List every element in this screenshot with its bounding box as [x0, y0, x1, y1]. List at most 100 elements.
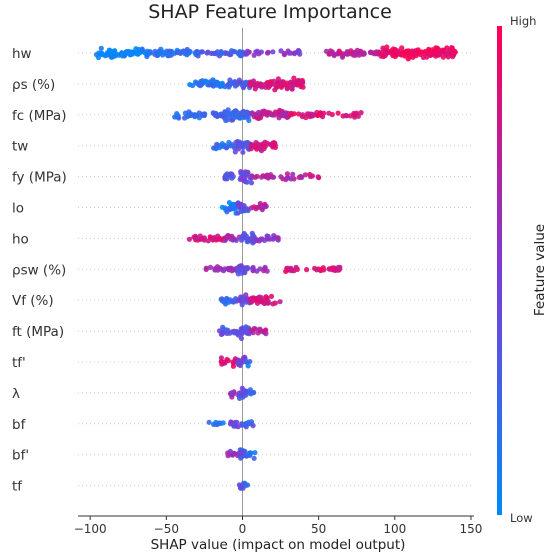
- swarm-point: [256, 238, 262, 244]
- swarm-point: [251, 204, 257, 210]
- swarm-point: [360, 51, 366, 57]
- swarm-point: [252, 450, 258, 456]
- swarm-point: [220, 420, 226, 426]
- swarm-point: [223, 172, 229, 178]
- feature-label: hw: [12, 46, 32, 62]
- swarm-point: [240, 149, 246, 155]
- swarm-point: [257, 266, 263, 272]
- swarm-point: [239, 170, 245, 176]
- swarm-point: [187, 82, 193, 88]
- swarm-point: [248, 327, 255, 333]
- feature-row: bf: [12, 417, 474, 433]
- swarm-point: [230, 201, 237, 207]
- swarm-point: [246, 419, 252, 425]
- swarm-point: [210, 77, 216, 83]
- x-tick-label: −100: [74, 522, 107, 536]
- swarm-point: [226, 84, 232, 90]
- feature-label: ft (MPa): [12, 324, 64, 340]
- swarm-point: [270, 49, 276, 55]
- feature-row: tf: [12, 479, 474, 495]
- swarm-point: [230, 363, 236, 369]
- swarm-point: [203, 266, 209, 272]
- swarm-point: [240, 235, 246, 241]
- swarm-point: [291, 75, 297, 81]
- swarm-point: [299, 79, 305, 85]
- swarm-point: [244, 327, 250, 333]
- swarm-point: [199, 81, 205, 87]
- swarm-point: [222, 142, 228, 148]
- feature-label: fc (MPa): [12, 108, 66, 124]
- swarm-point: [228, 111, 234, 117]
- swarm-point: [224, 356, 230, 363]
- swarm-point: [242, 270, 248, 276]
- swarm-point: [339, 53, 346, 59]
- colorbar-title: Feature value: [532, 224, 548, 316]
- swarm-point: [199, 49, 205, 55]
- swarm-point: [343, 113, 350, 119]
- swarm-point: [290, 171, 296, 177]
- swarm-point: [444, 50, 450, 57]
- swarm-point: [239, 176, 245, 182]
- swarm-point: [375, 50, 381, 56]
- swarm-point: [229, 171, 235, 177]
- swarm-point: [227, 206, 233, 212]
- swarm-point: [196, 110, 202, 116]
- swarm-point: [247, 83, 254, 89]
- swarm-point: [245, 236, 251, 242]
- x-tick-label: 50: [311, 522, 326, 536]
- plot-area: hw ρs (%) fc (MPa) tw fy (MPa) lo ho ρsw (%) Vf …: [12, 28, 474, 516]
- feature-row: fy (MPa): [12, 169, 474, 186]
- swarm-point: [230, 359, 236, 365]
- swarm-point: [225, 266, 232, 272]
- feature-row: hw: [12, 44, 474, 62]
- swarm-point: [250, 423, 256, 429]
- swarm-point: [228, 80, 234, 86]
- swarm-point: [201, 237, 207, 243]
- swarm-point: [223, 301, 229, 307]
- swarm-point: [268, 79, 274, 85]
- chart-title: SHAP Feature Importance: [148, 1, 392, 23]
- swarm-point: [400, 49, 406, 55]
- feature-row: λ: [12, 385, 474, 402]
- swarm-point: [98, 45, 104, 52]
- swarm-point: [180, 49, 186, 55]
- swarm-point: [231, 299, 237, 305]
- swarm-point: [302, 172, 308, 178]
- swarm-point: [243, 358, 249, 364]
- swarm-point: [248, 180, 255, 186]
- swarm-point: [218, 266, 224, 272]
- swarm-point: [202, 111, 208, 117]
- swarm-point: [358, 110, 364, 116]
- feature-row: ho: [12, 230, 474, 247]
- swarm-point: [315, 112, 321, 118]
- swarm-point: [207, 264, 213, 270]
- swarm-point: [240, 295, 246, 301]
- swarm-point: [193, 235, 199, 241]
- colorbar-high-label: High: [510, 14, 536, 28]
- swarm-point: [225, 453, 231, 459]
- swarm-point: [406, 49, 412, 55]
- swarm-point: [355, 113, 361, 119]
- swarm-point: [253, 297, 259, 303]
- swarm-point: [425, 50, 431, 57]
- swarm-point: [259, 207, 265, 213]
- swarm-point: [223, 327, 229, 333]
- colorbar-low-label: Low: [510, 511, 533, 525]
- feature-label: Vf (%): [12, 293, 54, 309]
- x-tick-label: −50: [154, 522, 179, 536]
- swarm-point: [272, 82, 278, 88]
- swarm-point: [220, 113, 226, 119]
- swarm-point: [228, 48, 235, 54]
- swarm-point: [399, 45, 405, 51]
- swarm-point: [103, 52, 110, 58]
- swarm-point: [436, 50, 442, 57]
- feature-row: Vf (%): [12, 292, 474, 309]
- swarm-point: [231, 450, 237, 457]
- swarm-point: [250, 265, 256, 271]
- swarm-point: [326, 110, 332, 116]
- swarm-point: [270, 236, 276, 242]
- swarm-point: [231, 236, 237, 242]
- swarm-point: [207, 234, 213, 240]
- swarm-point: [309, 173, 315, 179]
- swarm-point: [249, 173, 255, 179]
